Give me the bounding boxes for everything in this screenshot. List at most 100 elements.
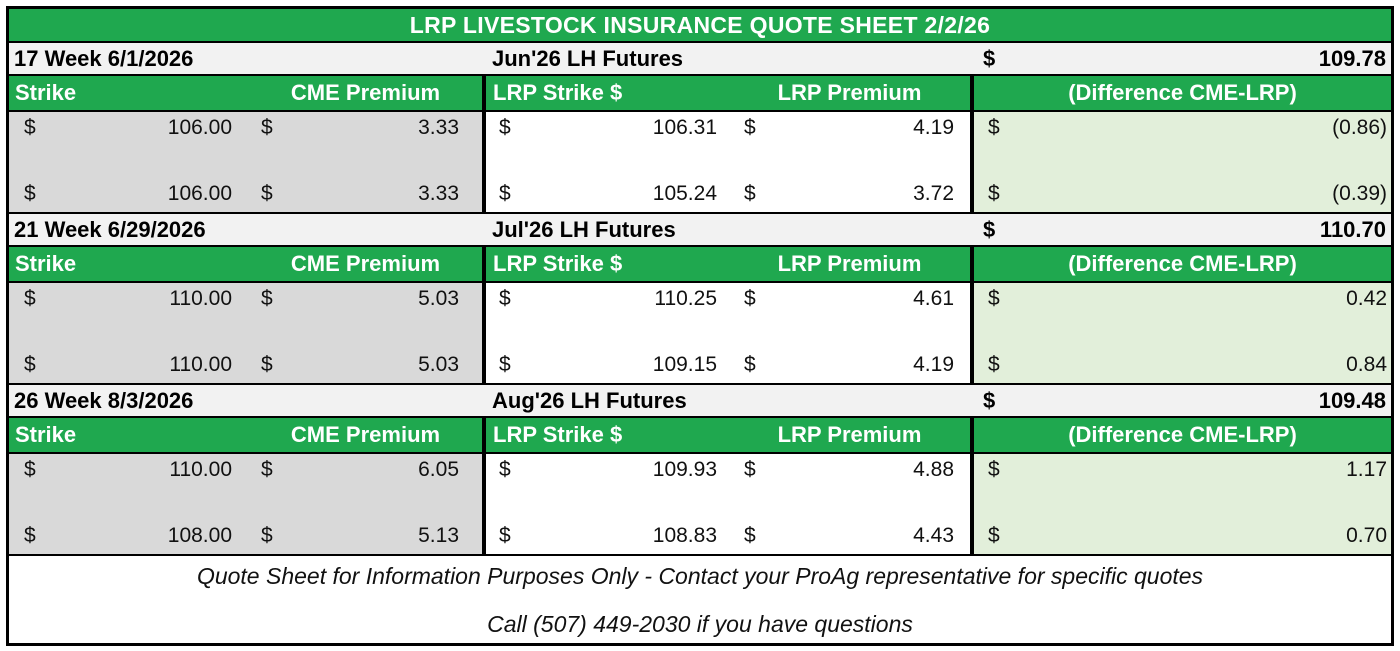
section-2-week-row: 21 Week 6/29/2026 Jul'26 LH Futures $ 11… <box>9 214 1391 247</box>
strike-value: 106.00 <box>167 116 232 139</box>
dollar-sign: $ <box>261 458 273 481</box>
difference-value: 0.84 <box>1346 353 1387 376</box>
table-row: $108.83 <box>499 525 717 546</box>
dollar-sign: $ <box>499 116 511 139</box>
table-row: $110.25 <box>499 288 717 309</box>
lrp-premium-value: 4.43 <box>913 524 954 547</box>
dollar-sign: $ <box>988 458 1000 481</box>
dollar-sign: $ <box>24 353 36 376</box>
dollar-sign: $ <box>983 387 996 413</box>
lrp-strike-value: 106.31 <box>652 116 717 139</box>
futures-price: 109.78 <box>1318 45 1386 71</box>
table-row: $3.33 <box>261 117 459 138</box>
futures-price: 110.70 <box>1319 216 1386 242</box>
dollar-sign: $ <box>499 458 511 481</box>
column-header-difference: (Difference CME-LRP) <box>1068 80 1297 105</box>
cme-premium-value: 3.33 <box>418 116 459 139</box>
lrp-strike-value: 105.24 <box>652 182 717 205</box>
column-header-cme-premium: CME Premium <box>290 251 441 276</box>
difference-cell: $1.17 $0.70 <box>974 454 1391 554</box>
dollar-sign: $ <box>499 524 511 547</box>
table-row: $5.03 <box>261 354 459 375</box>
futures-contract-label: Jul'26 LH Futures <box>492 216 676 242</box>
column-header-cme-premium: CME Premium <box>290 80 441 105</box>
dollar-sign: $ <box>983 216 996 242</box>
week-label: 21 Week 6/29/2026 <box>14 216 206 242</box>
table-row: $110.00 <box>24 288 232 309</box>
section-3-data-block: $110.00 $108.00 $6.05 $5.13 $109.93 $108… <box>9 454 1391 556</box>
divider <box>970 247 974 281</box>
section-1-week-row: 17 Week 6/1/2026 Jun'26 LH Futures $ 109… <box>9 43 1391 76</box>
cme-premium-value: 6.05 <box>418 458 459 481</box>
table-row: $ (0.39) <box>988 183 1387 204</box>
table-row: $110.00 <box>24 459 232 480</box>
column-header-strike: Strike <box>15 422 77 447</box>
difference-value: (0.86) <box>1332 116 1387 139</box>
table-row: $5.13 <box>261 525 459 546</box>
table-row: $3.72 <box>744 183 954 204</box>
table-row: $0.42 <box>988 288 1387 309</box>
column-header-lrp-strike: LRP Strike $ <box>493 80 623 105</box>
futures-price-cell: $ 109.78 <box>974 46 1391 72</box>
dollar-sign: $ <box>261 524 273 547</box>
cme-premium-cell: $5.03 $5.03 <box>249 283 482 383</box>
table-row: $109.93 <box>499 459 717 480</box>
column-header-difference: (Difference CME-LRP) <box>1068 422 1297 447</box>
cme-premium-value: 5.13 <box>418 524 459 547</box>
week-label: 17 Week 6/1/2026 <box>14 45 194 71</box>
lrp-premium-value: 4.19 <box>913 116 954 139</box>
cme-premium-value: 5.03 <box>418 287 459 310</box>
strike-value: 108.00 <box>167 524 232 547</box>
divider <box>970 112 974 212</box>
futures-price-cell: $ 109.48 <box>974 388 1391 414</box>
dollar-sign: $ <box>744 458 756 481</box>
column-header-lrp-strike: LRP Strike $ <box>493 251 623 276</box>
strike-value: 106.00 <box>167 182 232 205</box>
section-2-column-header-row: Strike CME Premium LRP Strike $ LRP Prem… <box>9 247 1391 283</box>
table-row: $4.61 <box>744 288 954 309</box>
dollar-sign: $ <box>24 182 36 205</box>
divider <box>482 283 486 383</box>
table-row: $106.00 <box>24 117 232 138</box>
lrp-strike-cell: $106.31 $105.24 <box>486 112 729 212</box>
divider <box>482 454 486 554</box>
dollar-sign: $ <box>261 353 273 376</box>
dollar-sign: $ <box>744 182 756 205</box>
quote-sheet: LRP LIVESTOCK INSURANCE QUOTE SHEET 2/2/… <box>6 6 1394 646</box>
lrp-premium-value: 3.72 <box>913 182 954 205</box>
dollar-sign: $ <box>24 458 36 481</box>
dollar-sign: $ <box>988 116 1000 139</box>
section-1-data-block: $106.00 $106.00 $3.33 $3.33 $106.31 $105… <box>9 112 1391 214</box>
section-3-week-row: 26 Week 8/3/2026 Aug'26 LH Futures $ 109… <box>9 385 1391 418</box>
divider <box>970 76 974 110</box>
lrp-strike-value: 109.93 <box>652 458 717 481</box>
lrp-premium-value: 4.88 <box>913 458 954 481</box>
footer: Quote Sheet for Information Purposes Onl… <box>9 556 1391 643</box>
column-header-difference: (Difference CME-LRP) <box>1068 251 1297 276</box>
dollar-sign: $ <box>988 287 1000 310</box>
column-header-strike: Strike <box>15 80 77 105</box>
strike-cell: $106.00 $106.00 <box>9 112 249 212</box>
table-row: $4.19 <box>744 117 954 138</box>
column-header-lrp-premium: LRP Premium <box>777 251 922 276</box>
dollar-sign: $ <box>988 182 1000 205</box>
table-row: $4.43 <box>744 525 954 546</box>
lrp-strike-value: 108.83 <box>652 524 717 547</box>
divider <box>970 283 974 383</box>
difference-cell: $ (0.86) $ (0.39) <box>974 112 1391 212</box>
divider <box>482 112 486 212</box>
page-title: LRP LIVESTOCK INSURANCE QUOTE SHEET 2/2/… <box>409 11 991 38</box>
lrp-strike-value: 110.25 <box>654 287 717 310</box>
dollar-sign: $ <box>261 182 273 205</box>
table-row: $108.00 <box>24 525 232 546</box>
table-row: $6.05 <box>261 459 459 480</box>
column-header-lrp-premium: LRP Premium <box>777 80 922 105</box>
dollar-sign: $ <box>24 116 36 139</box>
lrp-strike-value: 109.15 <box>652 353 717 376</box>
table-row: $5.03 <box>261 288 459 309</box>
table-row: $105.24 <box>499 183 717 204</box>
divider <box>482 247 486 281</box>
table-row: $1.17 <box>988 459 1387 480</box>
futures-contract-label: Jun'26 LH Futures <box>492 45 684 71</box>
lrp-premium-cell: $4.61 $4.19 <box>729 283 970 383</box>
